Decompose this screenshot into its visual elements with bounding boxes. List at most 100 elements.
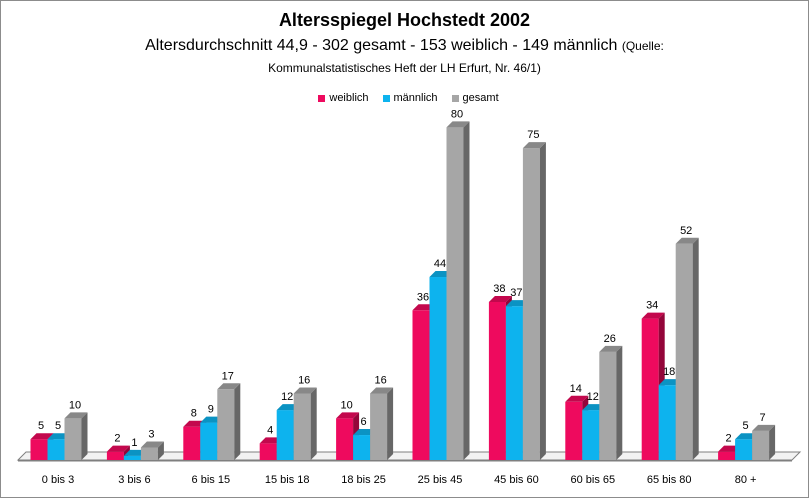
bar-gesamt-2-top — [217, 383, 241, 390]
bar-weiblich-4-top — [336, 412, 360, 419]
data-label-gesamt-3: 16 — [298, 374, 310, 386]
bar-gesamt-6-side — [539, 142, 546, 461]
legend-swatch-gesamt — [451, 94, 459, 102]
x-tick-label-2: 6 bis 15 — [192, 474, 231, 486]
bar-gesamt-5-front — [446, 127, 464, 460]
bar-gesamt-4-front — [370, 393, 388, 460]
bar-gesamt-0-front — [64, 418, 82, 460]
bar-weiblich-7-front — [565, 401, 583, 460]
bar-weiblich-4-front — [336, 418, 354, 460]
bar-gesamt-6 — [522, 142, 546, 461]
bar-weiblich-6-front — [488, 301, 506, 460]
bar-weiblich-8-top — [641, 312, 665, 319]
bar-gesamt-7-side — [616, 345, 623, 460]
legend: weiblich männlich gesamt — [0, 92, 809, 104]
data-label-maennlich-7: 12 — [587, 391, 599, 403]
legend-item-maennlich: männlich — [382, 92, 438, 104]
data-label-gesamt-8: 52 — [680, 225, 692, 237]
bar-maennlich-5-front — [429, 277, 447, 460]
chart-subtitle-source-line: Kommunalstatistisches Heft der LH Erfurt… — [268, 61, 541, 75]
bar-maennlich-6-front — [505, 306, 523, 460]
x-tick-label-8: 65 bis 80 — [647, 474, 692, 486]
legend-item-gesamt: gesamt — [451, 92, 499, 104]
bar-gesamt-1-front — [140, 447, 158, 460]
bar-gesamt-1-side — [157, 441, 164, 460]
x-tick-label-4: 18 bis 25 — [341, 474, 386, 486]
bar-gesamt-0-side — [81, 412, 88, 460]
bar-maennlich-4-front — [353, 435, 371, 460]
x-tick-label-3: 15 bis 18 — [265, 474, 310, 486]
bar-weiblich-7-top — [565, 395, 589, 402]
bar-gesamt-9-top — [752, 424, 776, 431]
bar-gesamt-8-top — [675, 237, 699, 244]
bar-gesamt-1-top — [140, 441, 164, 448]
data-label-gesamt-0: 10 — [69, 399, 81, 411]
bar-gesamt-7-top — [599, 345, 623, 352]
bar-gesamt-3 — [293, 387, 317, 460]
bar-weiblich-1-front — [106, 451, 124, 460]
data-label-gesamt-7: 26 — [604, 333, 616, 345]
data-label-gesamt-1: 3 — [148, 429, 154, 441]
bar-weiblich-1-top — [106, 445, 130, 452]
bar-gesamt-6-top — [522, 142, 546, 149]
data-label-maennlich-3: 12 — [281, 391, 293, 403]
legend-label-gesamt: gesamt — [462, 92, 499, 104]
chart-title: Altersspiegel Hochstedt 2002 — [278, 10, 531, 30]
bar-weiblich-0-front — [30, 439, 48, 460]
data-label-maennlich-6: 37 — [510, 287, 522, 299]
bar-gesamt-1 — [140, 441, 164, 460]
data-label-maennlich-0: 5 — [55, 420, 61, 432]
data-label-maennlich-1: 1 — [131, 437, 137, 449]
bar-gesamt-7-front — [599, 351, 617, 460]
bar-weiblich-8-front — [641, 318, 659, 460]
data-label-weiblich-4: 10 — [340, 399, 352, 411]
bar-gesamt-3-front — [293, 393, 311, 460]
x-tick-label-5: 25 bis 45 — [418, 474, 463, 486]
data-label-gesamt-6: 75 — [527, 129, 539, 141]
bar-gesamt-3-side — [310, 387, 317, 460]
bar-gesamt-0-top — [64, 412, 88, 419]
x-tick-label-7: 60 bis 65 — [570, 474, 615, 486]
data-label-gesamt-5: 80 — [451, 108, 463, 120]
bar-maennlich-3-front — [276, 410, 294, 460]
bar-gesamt-4-top — [370, 387, 394, 394]
bar-gesamt-9 — [752, 424, 776, 460]
data-label-weiblich-1: 2 — [114, 433, 120, 445]
legend-swatch-maennlich — [382, 94, 390, 102]
chart-subtitle-source: (Quelle: — [621, 39, 664, 53]
bar-gesamt-2 — [217, 383, 241, 460]
data-label-weiblich-2: 8 — [191, 408, 197, 420]
bar-weiblich-0-top — [30, 433, 54, 440]
legend-item-weiblich: weiblich — [318, 92, 369, 104]
data-label-maennlich-9: 5 — [743, 420, 749, 432]
data-label-gesamt-4: 16 — [374, 374, 386, 386]
bar-gesamt-9-side — [769, 424, 776, 460]
bar-gesamt-2-side — [234, 383, 241, 460]
data-label-weiblich-7: 14 — [570, 383, 582, 395]
bar-weiblich-6-top — [488, 295, 512, 302]
bar-weiblich-9-front — [718, 451, 736, 460]
legend-label-weiblich: weiblich — [329, 92, 369, 104]
bar-maennlich-1-front — [123, 455, 141, 460]
data-label-maennlich-2: 9 — [208, 404, 214, 416]
bar-gesamt-5-top — [446, 121, 470, 128]
bar-maennlich-9-front — [735, 439, 753, 460]
data-label-weiblich-0: 5 — [38, 420, 44, 432]
bar-gesamt-2-front — [217, 389, 235, 460]
data-label-maennlich-5: 44 — [434, 258, 446, 270]
bar-weiblich-3-front — [259, 443, 277, 460]
x-tick-label-0: 0 bis 3 — [42, 474, 74, 486]
data-label-maennlich-8: 18 — [663, 366, 675, 378]
bar-maennlich-2-front — [200, 422, 218, 460]
bar-gesamt-8-front — [675, 243, 693, 460]
data-label-weiblich-9: 2 — [726, 433, 732, 445]
bar-gesamt-4-side — [387, 387, 394, 460]
data-label-weiblich-5: 36 — [417, 291, 429, 303]
x-tick-label-9: 80 + — [735, 474, 757, 486]
bar-maennlich-8-front — [658, 385, 676, 460]
bar-gesamt-0 — [64, 412, 88, 460]
bar-maennlich-7-front — [582, 410, 600, 460]
chart-subtitle-text: Altersdurchschnitt 44,9 - 302 gesamt - 1… — [145, 37, 618, 54]
bar-weiblich-2-front — [183, 426, 201, 460]
